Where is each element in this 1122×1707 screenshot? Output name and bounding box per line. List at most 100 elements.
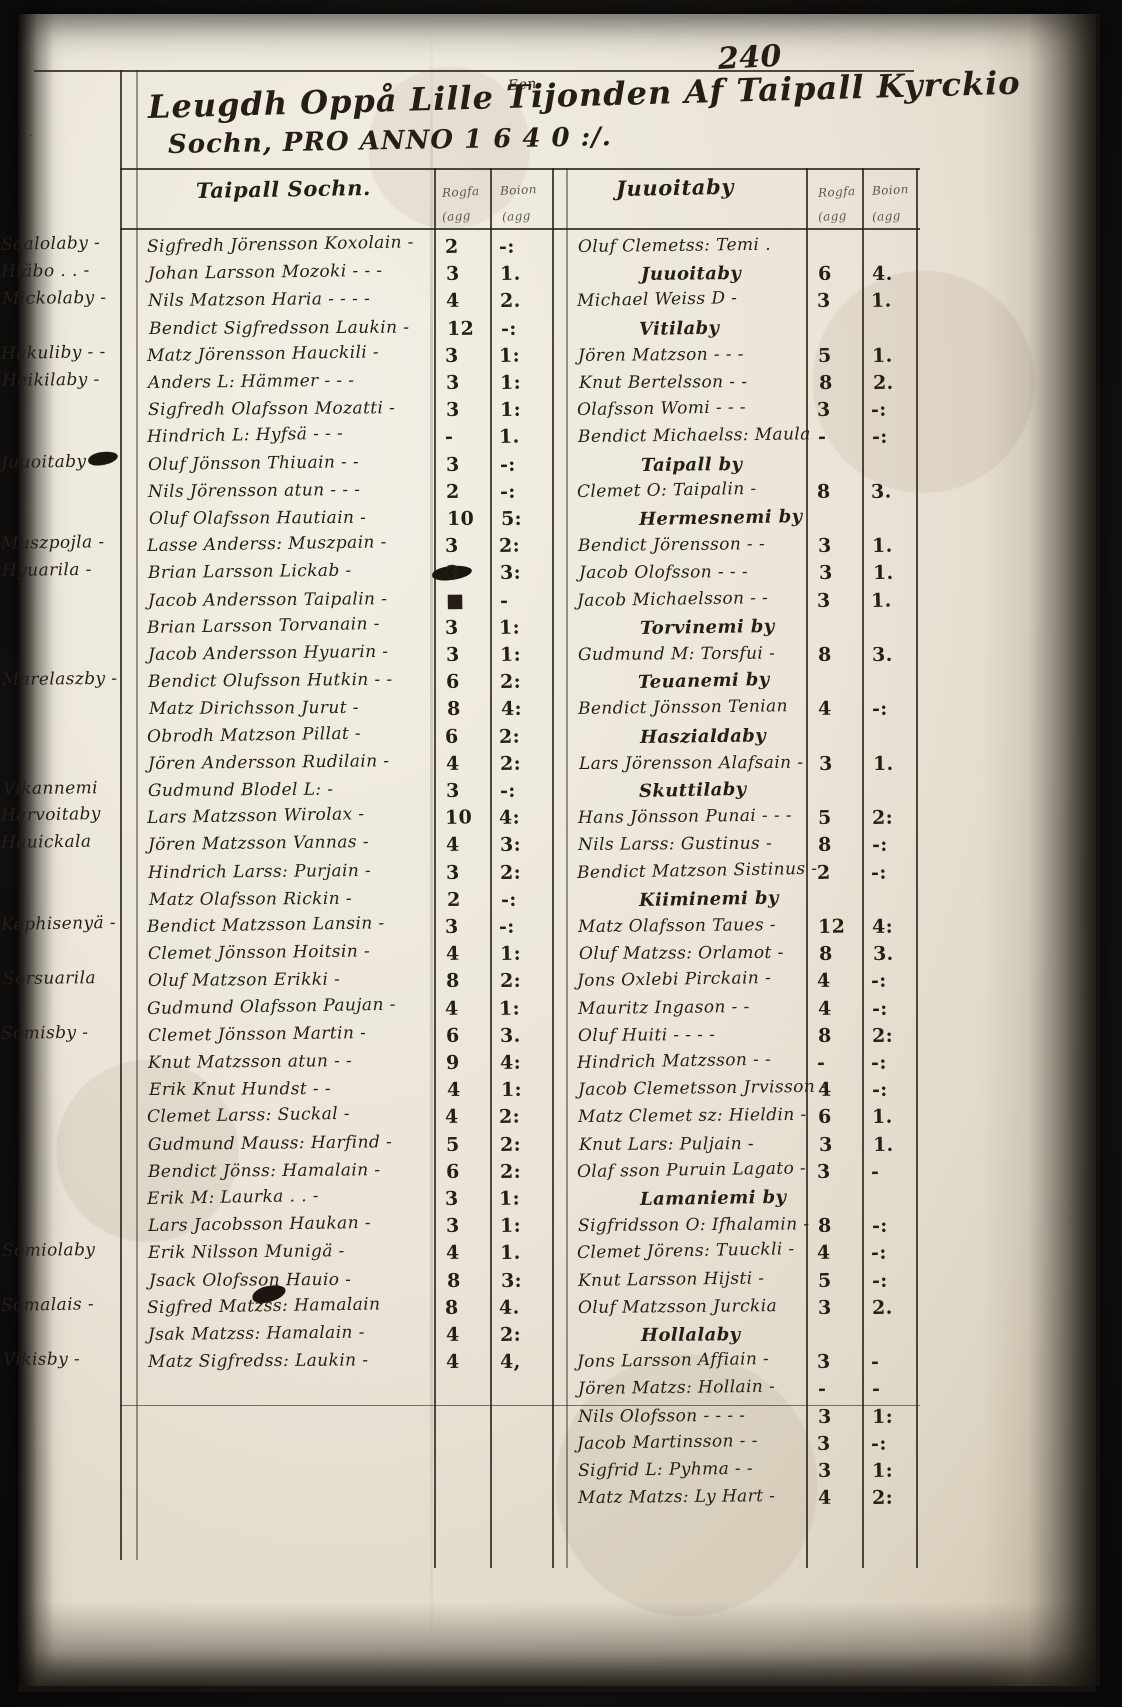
right-row-value-2: -: [871, 1378, 881, 1401]
right-row-name: Bendict Michaelss: Maula: [577, 424, 811, 448]
left-row-name: Jsack Olofsson Hauio -: [148, 1269, 352, 1291]
right-row-value-1: 3: [817, 589, 832, 612]
left-row-name: Bendict Sigfredsson Laukin -: [148, 317, 410, 339]
right-row-value-1: -: [817, 1378, 827, 1401]
left-row-value-1: 4: [445, 942, 460, 966]
right-row-name: Jacob Clemetsson Jrvisson -: [577, 1076, 827, 1101]
right-row-name: Jons Oxlebi Pirckain -: [577, 968, 772, 992]
right-row-value-2: 1:: [871, 1459, 893, 1482]
left-row-value-2: 1:: [499, 1214, 521, 1238]
right-row-name: Bendict Jönsson Tenian: [577, 696, 788, 720]
right-section-heading: Skuttilaby: [638, 778, 747, 802]
left-row-name: Brian Larsson Torvanain -: [146, 613, 381, 638]
left-row-value-2: 2:: [499, 725, 521, 748]
right-row-value-2: 1.: [872, 1133, 894, 1156]
right-row-value-2: 4:: [871, 915, 894, 938]
left-row-name: Jören Andersson Rudilain -: [147, 751, 390, 774]
left-row-value-2: 3.: [499, 1024, 521, 1047]
left-row-value-2: 1:: [499, 942, 522, 966]
left-row-value-1: 3: [445, 1214, 460, 1238]
left-row-value-1: 4: [446, 1079, 461, 1102]
right-row-value-1: 8: [818, 834, 833, 857]
sub-1-header-left: (agg: [441, 208, 472, 224]
right-row-value-1: -: [816, 1051, 826, 1074]
left-row-value-1: 3: [445, 915, 460, 938]
left-row-value-2: 1:: [498, 997, 521, 1020]
right-row-value-2: -:: [871, 1078, 888, 1102]
right-row-name: Bendict Matzson Sistinus -: [576, 858, 818, 883]
left-row-name: Erik Knut Hundst - -: [148, 1079, 331, 1101]
left-row-name: Knut Matzsson atun - -: [148, 1051, 353, 1073]
left-row-value-1: 12: [446, 317, 475, 340]
left-row-name: Jören Matzsson Vannas -: [147, 832, 369, 856]
right-row-value-2: 3.: [872, 942, 894, 966]
right-section-heading: Hermesnemi by: [638, 506, 803, 530]
right-row-name: Oluf Matzsson Jurckia: [578, 1295, 778, 1318]
measure-1-header-right: Rogfa: [817, 184, 856, 200]
left-row-name: Lars Jacobsson Haukan -: [147, 1213, 371, 1237]
right-row-value-1: 4: [817, 1078, 832, 1102]
measure-2-header-right: Boion: [871, 182, 910, 198]
left-row-name: Jsak Matzss: Hamalain -: [147, 1322, 365, 1345]
left-row-value-1: 3: [445, 861, 460, 884]
right-row-name: Jören Matzs: Hollain -: [577, 1377, 776, 1400]
right-row-value-1: 4: [817, 1486, 832, 1510]
rule-left-name-col: [434, 168, 436, 1568]
right-row-name: Clemet Jörens: Tuuckli -: [576, 1239, 795, 1264]
left-row-value-1: 4: [445, 290, 460, 313]
left-row-value-2: 1.: [499, 262, 521, 286]
right-section-heading: Taipall by: [640, 453, 743, 476]
left-row-value-1: 10: [444, 806, 473, 830]
left-row-value-2: 1:: [499, 371, 522, 394]
right-row-name: Gudmund M: Torsfui -: [578, 643, 776, 665]
rule-left-c1: [490, 168, 492, 1568]
left-row-value-2: 4:: [499, 1051, 522, 1074]
left-row-value-2: 3:: [499, 561, 522, 585]
right-row-name: Jons Larsson Affiain -: [577, 1349, 770, 1373]
right-row-value-2: -:: [870, 1051, 887, 1074]
left-row-value-1: 2: [446, 888, 461, 911]
left-row-name: Sigfredh Olafsson Mozatti -: [148, 398, 396, 421]
left-row-name: Oluf Olafsson Hautiain -: [148, 507, 367, 529]
right-row-value-1: 3: [817, 1350, 832, 1374]
right-row-value-2: 2:: [871, 806, 894, 830]
left-row-name: Matz Dirichsson Jurut -: [148, 698, 359, 720]
sub-2-header-right: (agg: [871, 208, 902, 224]
right-row-name: Olaf sson Puruin Lagato -: [577, 1158, 807, 1182]
right-row-value-2: 1.: [871, 589, 893, 612]
left-row-name: Jacob Andersson Hyuarin -: [147, 641, 389, 665]
right-row-value-1: 5: [817, 806, 832, 830]
right-row-value-2: 3.: [872, 643, 894, 666]
left-row-value-2: 3:: [499, 833, 521, 857]
left-row-value-1: 6: [445, 670, 460, 694]
left-row-name: Lasse Anderss: Muszpain -: [147, 532, 388, 557]
left-row-value-2: -:: [500, 888, 517, 911]
right-row-value-1: 3: [818, 1405, 833, 1428]
left-row-name: Gudmund Olafsson Paujan -: [146, 994, 396, 1019]
left-row-place: Kephisenyä -: [0, 912, 117, 935]
measure-1-header-left: Rogfa: [441, 184, 480, 200]
left-row-value-1: 2: [444, 235, 459, 258]
left-row-name: Erik M: Laurka . . -: [146, 1186, 320, 1209]
left-row-value-2: 1:: [499, 344, 521, 367]
left-row-value-2: 4,: [500, 1350, 522, 1374]
right-section-heading: Haszialdaby: [640, 724, 767, 748]
left-row-value-2: 3:: [500, 1269, 522, 1292]
right-row-name: Jacob Michaelsson - -: [577, 587, 769, 611]
left-row-place: Mickolaby -: [2, 288, 107, 310]
right-row-value-2: -:: [871, 1269, 888, 1292]
right-section-heading: Juuoitaby: [640, 263, 742, 286]
right-row-value-2: -:: [871, 997, 888, 1020]
right-section-heading: Vitilaby: [638, 317, 720, 340]
rule-left-margin: [120, 70, 122, 1560]
left-row-value-2: 2:: [500, 1160, 522, 1183]
margin-mark: .¸: [22, 122, 35, 138]
left-row-value-1: 3: [445, 371, 460, 394]
left-row-place: Vikisby -: [2, 1349, 80, 1371]
left-row-value-1: 6: [445, 725, 460, 748]
right-row-value-1: 8: [818, 1024, 833, 1047]
left-row-value-1: 3: [445, 643, 460, 666]
left-row-value-1: 8: [445, 1296, 460, 1319]
left-row-name: Oluf Jönsson Thiuain - -: [147, 451, 359, 475]
